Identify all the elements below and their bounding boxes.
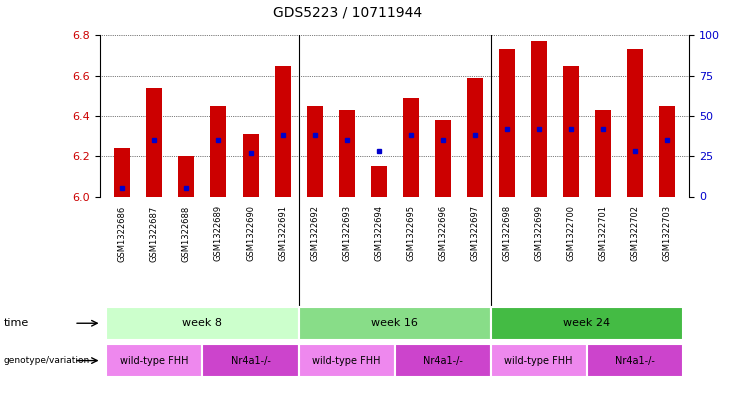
Bar xyxy=(210,106,227,196)
Bar xyxy=(339,110,354,196)
Bar xyxy=(402,98,419,196)
Text: week 24: week 24 xyxy=(563,318,611,328)
Text: Nr4a1-/-: Nr4a1-/- xyxy=(230,356,270,365)
Text: GSM1322703: GSM1322703 xyxy=(662,205,671,261)
Text: GSM1322686: GSM1322686 xyxy=(118,205,127,262)
Text: GSM1322687: GSM1322687 xyxy=(150,205,159,262)
Bar xyxy=(299,307,491,340)
Bar xyxy=(467,78,482,196)
Bar xyxy=(114,148,130,196)
Bar xyxy=(562,66,579,196)
Bar xyxy=(107,344,202,377)
Bar xyxy=(179,156,194,196)
Text: GSM1322698: GSM1322698 xyxy=(502,205,511,261)
Bar xyxy=(299,344,395,377)
Text: wild-type FHH: wild-type FHH xyxy=(505,356,573,365)
Text: GSM1322702: GSM1322702 xyxy=(630,205,639,261)
Text: time: time xyxy=(4,318,29,328)
Text: wild-type FHH: wild-type FHH xyxy=(120,356,189,365)
Text: GSM1322693: GSM1322693 xyxy=(342,205,351,261)
Text: GSM1322690: GSM1322690 xyxy=(246,205,255,261)
Text: GSM1322700: GSM1322700 xyxy=(566,205,575,261)
Bar xyxy=(242,134,259,196)
Bar xyxy=(202,344,299,377)
Text: GSM1322692: GSM1322692 xyxy=(310,205,319,261)
Bar xyxy=(107,307,299,340)
Bar xyxy=(491,344,587,377)
Bar xyxy=(491,307,682,340)
Text: GSM1322696: GSM1322696 xyxy=(438,205,447,261)
Bar xyxy=(627,50,642,196)
Text: Nr4a1-/-: Nr4a1-/- xyxy=(615,356,654,365)
Bar xyxy=(435,120,451,196)
Bar xyxy=(307,106,322,196)
Text: week 8: week 8 xyxy=(182,318,222,328)
Text: GSM1322694: GSM1322694 xyxy=(374,205,383,261)
Bar xyxy=(147,88,162,196)
Text: week 16: week 16 xyxy=(371,318,418,328)
Text: Nr4a1-/-: Nr4a1-/- xyxy=(422,356,462,365)
Bar xyxy=(531,41,547,196)
Text: GSM1322697: GSM1322697 xyxy=(470,205,479,261)
Bar xyxy=(499,50,515,196)
Text: GDS5223 / 10711944: GDS5223 / 10711944 xyxy=(273,6,422,20)
Bar xyxy=(395,344,491,377)
Bar xyxy=(370,166,387,196)
Text: GSM1322695: GSM1322695 xyxy=(406,205,415,261)
Bar xyxy=(595,110,611,196)
Bar xyxy=(587,344,682,377)
Bar xyxy=(274,66,290,196)
Text: GSM1322699: GSM1322699 xyxy=(534,205,543,261)
Text: GSM1322701: GSM1322701 xyxy=(598,205,607,261)
Text: wild-type FHH: wild-type FHH xyxy=(312,356,381,365)
Text: genotype/variation: genotype/variation xyxy=(4,356,90,365)
Text: GSM1322688: GSM1322688 xyxy=(182,205,191,262)
Text: GSM1322691: GSM1322691 xyxy=(278,205,287,261)
Text: GSM1322689: GSM1322689 xyxy=(214,205,223,261)
Bar xyxy=(659,106,675,196)
